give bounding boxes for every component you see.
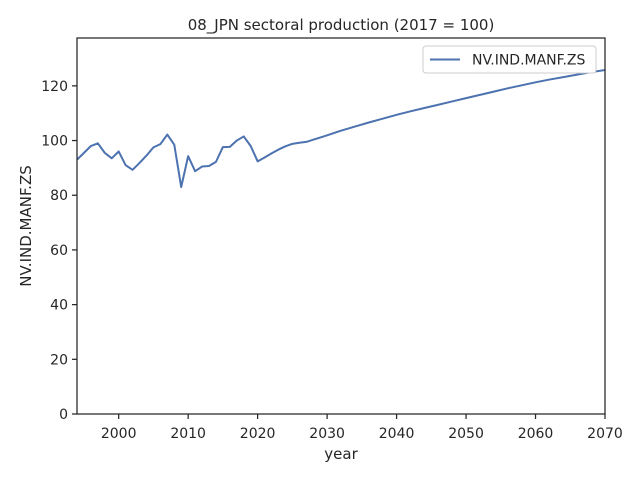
y-tick-label: 120 xyxy=(41,79,68,95)
y-tick-label: 40 xyxy=(50,298,68,314)
x-axis-title: year xyxy=(324,445,358,463)
chart-title: 08_JPN sectoral production (2017 = 100) xyxy=(188,16,495,35)
x-tick-label: 2030 xyxy=(309,426,345,442)
y-tick-label: 20 xyxy=(50,352,68,368)
plot-frame xyxy=(76,37,606,415)
y-tick-label: 0 xyxy=(59,407,68,423)
x-tick-label: 2040 xyxy=(379,426,415,442)
y-tick-label: 80 xyxy=(50,188,68,204)
y-axis-title: NV.IND.MANF.ZS xyxy=(17,165,35,287)
legend-box xyxy=(422,45,597,74)
y-tick-label: 60 xyxy=(50,243,68,259)
plot-area xyxy=(76,69,606,189)
x-tick-label: 2000 xyxy=(101,426,137,442)
y-axis: 0 20 40 60 80 100 120 xyxy=(41,79,77,423)
x-tick-label: 2050 xyxy=(448,426,484,442)
x-tick-label: 2020 xyxy=(240,426,276,442)
x-tick-label: 2070 xyxy=(587,426,623,442)
y-tick-label: 100 xyxy=(41,134,68,150)
x-axis: 2000 2010 2020 2030 2040 2050 2060 2070 xyxy=(101,414,623,442)
legend: NV.IND.MANF.ZS xyxy=(422,45,597,74)
x-tick-label: 2010 xyxy=(170,426,206,442)
legend-label: NV.IND.MANF.ZS xyxy=(472,53,586,69)
series-line xyxy=(76,69,606,189)
x-tick-label: 2060 xyxy=(518,426,554,442)
